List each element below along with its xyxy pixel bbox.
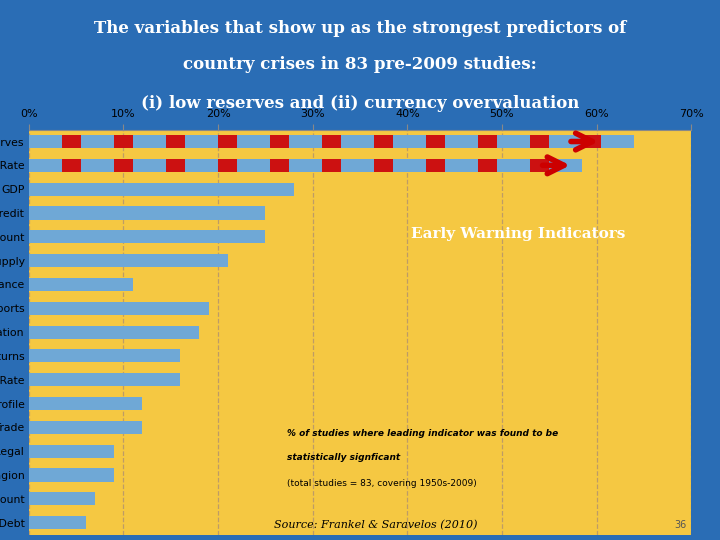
Text: % of studies where leading indicator was found to be: % of studies where leading indicator was… [287, 429, 558, 438]
Bar [582, 135, 601, 148]
Bar [185, 159, 218, 172]
Bar [29, 230, 266, 244]
Bar [478, 135, 498, 148]
Bar [81, 135, 114, 148]
Bar [29, 254, 228, 267]
Bar [29, 397, 143, 410]
Bar [29, 349, 180, 362]
Bar [218, 135, 237, 148]
Bar [29, 135, 577, 148]
Bar [341, 159, 374, 172]
Bar [166, 159, 185, 172]
Bar [237, 135, 270, 148]
Bar [270, 159, 289, 172]
Text: Source: Frankel & Saravelos (2010): Source: Frankel & Saravelos (2010) [274, 519, 477, 530]
Bar [289, 135, 322, 148]
Bar [81, 159, 114, 172]
Bar [29, 183, 294, 195]
Bar [498, 135, 531, 148]
Bar [29, 206, 266, 220]
Bar [374, 135, 393, 148]
Bar [549, 159, 582, 172]
Bar [29, 326, 199, 339]
Bar [29, 135, 62, 148]
Bar [62, 135, 81, 148]
Bar [237, 159, 270, 172]
Bar [426, 159, 445, 172]
Bar [133, 159, 166, 172]
Bar [62, 159, 81, 172]
Bar [549, 135, 582, 148]
Bar [478, 159, 498, 172]
Bar [29, 278, 133, 291]
Bar [374, 159, 393, 172]
Text: (total studies = 83, covering 1950s-2009): (total studies = 83, covering 1950s-2009… [287, 480, 477, 488]
Text: statistically signficant: statistically signficant [287, 453, 400, 462]
Bar [29, 302, 209, 315]
Bar [114, 159, 133, 172]
Text: (i) low reserves and (ii) currency overvaluation: (i) low reserves and (ii) currency overv… [141, 95, 579, 112]
Bar [166, 135, 185, 148]
Text: 36: 36 [674, 520, 687, 530]
Bar [393, 159, 426, 172]
Bar [393, 135, 426, 148]
Bar [531, 135, 549, 148]
Text: The variables that show up as the strongest predictors of: The variables that show up as the strong… [94, 20, 626, 37]
Text: country crises in 83 pre-2009 studies:: country crises in 83 pre-2009 studies: [183, 56, 537, 73]
Bar [601, 135, 634, 148]
Bar [29, 516, 86, 529]
Bar [445, 159, 478, 172]
Bar [185, 135, 218, 148]
Bar [29, 159, 62, 172]
Bar [341, 135, 374, 148]
Bar [445, 135, 478, 148]
Bar [29, 492, 95, 505]
Bar [289, 159, 322, 172]
Bar [322, 135, 341, 148]
Bar [29, 444, 114, 458]
Bar [270, 135, 289, 148]
Bar [114, 135, 133, 148]
Bar [29, 373, 180, 386]
Bar [218, 159, 237, 172]
Bar [29, 159, 549, 172]
Text: Early Warning Indicators: Early Warning Indicators [411, 227, 626, 240]
Bar [531, 159, 549, 172]
Bar [133, 135, 166, 148]
Bar [498, 159, 531, 172]
Bar [29, 469, 114, 482]
Bar [29, 421, 143, 434]
Bar [322, 159, 341, 172]
Bar [426, 135, 445, 148]
